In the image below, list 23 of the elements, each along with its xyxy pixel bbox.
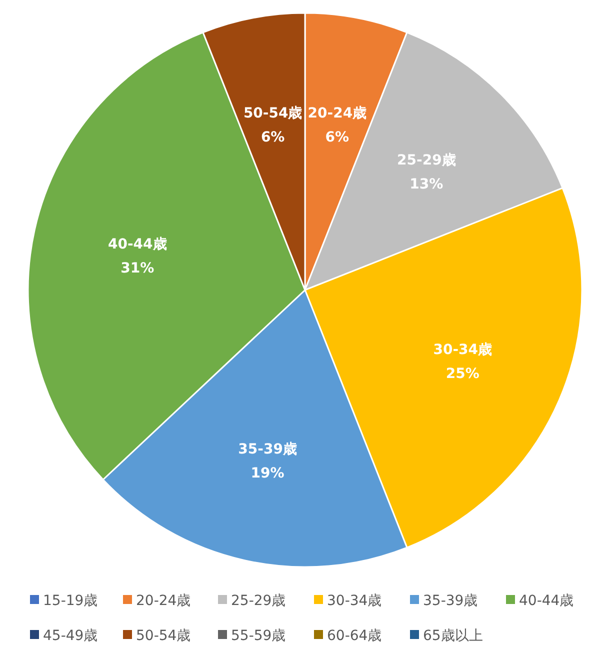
legend-label: 30-34歳	[327, 593, 382, 609]
legend-label: 15-19歳	[43, 593, 98, 609]
legend-label: 45-49歳	[43, 628, 98, 644]
legend-label: 35-39歳	[423, 593, 478, 609]
legend-label: 40-44歳	[519, 593, 574, 609]
data-label: 31%	[120, 260, 154, 277]
legend-label: 20-24歳	[136, 593, 191, 609]
slice-label: 40-44歳	[108, 236, 167, 253]
legend-label: 55-59歳	[231, 628, 286, 644]
legend-label: 50-54歳	[136, 628, 191, 644]
slice-label: 35-39歳	[238, 442, 297, 458]
data-label: 13%	[410, 176, 444, 193]
data-label: 25%	[446, 366, 480, 382]
slice-label: 20-24歳	[308, 105, 367, 122]
legend-label: 65歳以上	[423, 628, 483, 644]
slice-label: 25-29歳	[397, 152, 456, 169]
legend-label: 60-64歳	[327, 628, 382, 644]
data-label: 6%	[325, 129, 350, 146]
data-label: 19%	[250, 466, 284, 482]
legend-label: 25-29歳	[231, 593, 286, 609]
slice-label: 50-54歳	[243, 105, 302, 122]
data-label: 6%	[260, 129, 285, 146]
slice-label: 30-34歳	[433, 342, 492, 358]
